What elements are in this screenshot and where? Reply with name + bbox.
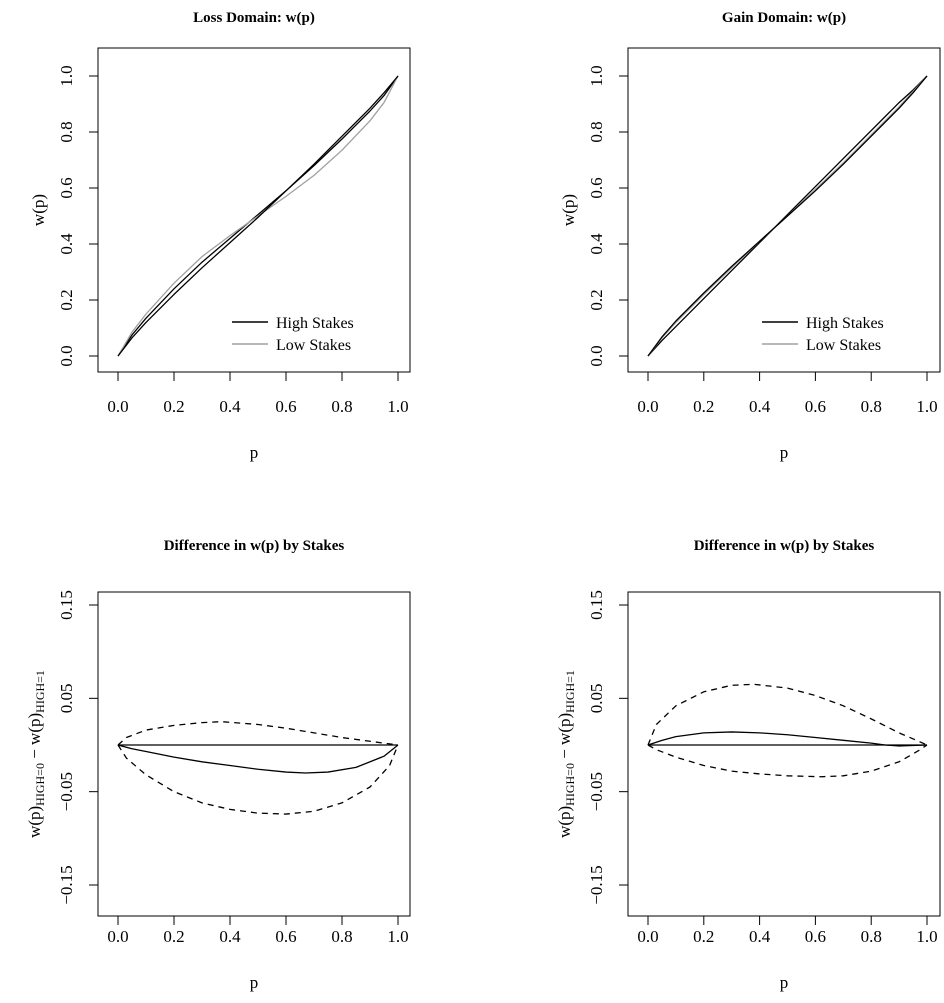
x-tick-label: 0.0 bbox=[637, 927, 658, 946]
series-line-1 bbox=[117, 75, 399, 357]
y-tick-label: 1.0 bbox=[587, 65, 606, 86]
legend-label: High Stakes bbox=[276, 315, 354, 332]
x-tick-label: 0.4 bbox=[219, 397, 241, 416]
y-tick-label: 1.0 bbox=[57, 65, 76, 86]
y-tick-label: 0.6 bbox=[587, 177, 606, 198]
y-tick-label: 0.6 bbox=[57, 177, 76, 198]
x-tick-label: 0.4 bbox=[219, 927, 241, 946]
y-tick-label: 0.2 bbox=[587, 289, 606, 310]
y-tick-label: 0.8 bbox=[587, 121, 606, 142]
x-tick-label: 0.0 bbox=[637, 397, 658, 416]
chart-title: Loss Domain: w(p) bbox=[193, 10, 315, 26]
series-line-4 bbox=[647, 744, 928, 778]
series-line-2 bbox=[117, 75, 399, 357]
y-axis-label: w(p)HIGH=0 − w(p)HIGH=1 bbox=[25, 670, 47, 838]
y-tick-label: 0.2 bbox=[57, 289, 76, 310]
chart-title: Difference in w(p) by Stakes bbox=[694, 538, 875, 554]
y-axis-label: w(p)HIGH=0 − w(p)HIGH=1 bbox=[555, 670, 577, 838]
y-tick-label: 0.0 bbox=[587, 345, 606, 366]
x-tick-label: 0.2 bbox=[693, 397, 714, 416]
x-tick-label: 0.4 bbox=[749, 927, 771, 946]
x-axis-label: p bbox=[780, 443, 789, 462]
x-tick-label: 0.8 bbox=[861, 927, 882, 946]
x-tick-label: 0.0 bbox=[107, 397, 128, 416]
legend-label: Low Stakes bbox=[806, 337, 881, 354]
series-line-1 bbox=[647, 75, 928, 357]
y-tick-label: 0.4 bbox=[587, 233, 606, 255]
legend: High Stakes Low Stakes bbox=[232, 315, 354, 354]
x-axis-label: p bbox=[250, 443, 259, 462]
y-axis-label: w(p) bbox=[559, 194, 578, 226]
y-tick-label: 0.05 bbox=[587, 683, 606, 713]
x-tick-label: 0.2 bbox=[163, 397, 184, 416]
y-tick-label: 0.15 bbox=[587, 590, 606, 620]
x-tick-label: 0.6 bbox=[805, 397, 826, 416]
chart-panel-1: Loss Domain: w(p) 0.0 0.2 0.4 0.6 0.8 1.0 0.0 0.… bbox=[29, 10, 411, 462]
y-tick-label: 0.4 bbox=[57, 233, 76, 255]
y-tick-label: 0.8 bbox=[57, 121, 76, 142]
x-tick-label: 1.0 bbox=[916, 397, 937, 416]
series-line-3 bbox=[117, 721, 399, 746]
x-tick-label: 0.6 bbox=[805, 927, 826, 946]
x-tick-label: 0.2 bbox=[163, 927, 184, 946]
y-axis-label: w(p) bbox=[29, 194, 48, 226]
x-tick-label: 0.2 bbox=[693, 927, 714, 946]
plot-frame bbox=[97, 591, 411, 917]
series-line-4 bbox=[117, 744, 399, 815]
y-tick-label: −0.05 bbox=[57, 772, 76, 811]
legend: High Stakes Low Stakes bbox=[762, 315, 884, 354]
legend-label: Low Stakes bbox=[276, 337, 351, 354]
series-line-2 bbox=[117, 744, 399, 774]
chart-panel-3: Difference in w(p) by Stakes 0.0 0.2 0.4 0.6… bbox=[25, 538, 411, 992]
y-tick-label: −0.15 bbox=[587, 865, 606, 904]
x-tick-label: 1.0 bbox=[387, 397, 408, 416]
y-tick-label: −0.15 bbox=[57, 865, 76, 904]
series-line-3 bbox=[647, 683, 928, 746]
x-tick-label: 0.8 bbox=[861, 397, 882, 416]
legend-label: High Stakes bbox=[806, 315, 884, 332]
x-axis-label: p bbox=[250, 973, 259, 992]
chart-panel-4: Difference in w(p) by Stakes 0.0 0.2 0.4 0.6… bbox=[555, 538, 941, 992]
x-axis-label: p bbox=[780, 973, 789, 992]
chart-title: Gain Domain: w(p) bbox=[722, 10, 846, 26]
series-line-2 bbox=[647, 731, 928, 747]
x-tick-label: 0.0 bbox=[107, 927, 128, 946]
x-tick-label: 1.0 bbox=[916, 927, 937, 946]
x-tick-label: 0.6 bbox=[275, 397, 296, 416]
y-tick-label: 0.0 bbox=[57, 345, 76, 366]
x-tick-label: 0.6 bbox=[275, 927, 296, 946]
chart-title: Difference in w(p) by Stakes bbox=[164, 538, 345, 554]
series-line-3 bbox=[647, 75, 928, 357]
series-line-3 bbox=[117, 75, 399, 357]
chart-panel-2: Gain Domain: w(p) 0.0 0.2 0.4 0.6 0.8 1.0 0.0 0.… bbox=[559, 10, 941, 462]
y-tick-label: −0.05 bbox=[587, 772, 606, 811]
x-tick-label: 0.8 bbox=[331, 397, 352, 416]
y-tick-label: 0.15 bbox=[57, 590, 76, 620]
x-tick-label: 1.0 bbox=[387, 927, 408, 946]
plot-frame bbox=[627, 591, 941, 917]
y-tick-label: 0.05 bbox=[57, 683, 76, 713]
x-tick-label: 0.8 bbox=[331, 927, 352, 946]
x-tick-label: 0.4 bbox=[749, 397, 771, 416]
